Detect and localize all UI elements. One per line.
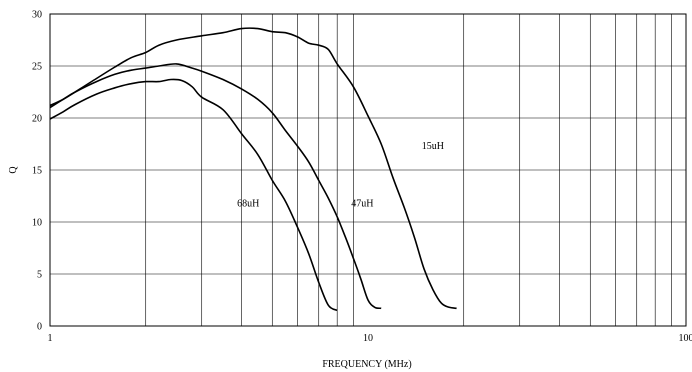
y-tick-label: 15: [32, 166, 42, 177]
series-label: 68uH: [237, 198, 259, 209]
y-tick-label: 0: [37, 322, 42, 333]
x-tick-label: 1: [48, 333, 53, 344]
plot-frame: [49, 13, 687, 327]
series-label: 47uH: [351, 198, 373, 209]
tick-labels: 0 5 10 15 20 25 30 1 10 100: [32, 10, 692, 345]
grid: [50, 14, 686, 326]
y-tick-label: 20: [32, 114, 42, 125]
series-line-47uH: [49, 63, 382, 310]
y-tick-label: 5: [37, 270, 42, 281]
series-lines: [49, 27, 457, 312]
y-tick-label: 10: [32, 218, 42, 229]
x-tick-label: 100: [679, 333, 692, 344]
series-line-15uH: [49, 27, 457, 310]
y-axis-title: Q: [8, 166, 19, 174]
x-axis-title: FREQUENCY (MHz): [322, 359, 411, 370]
series-annotations: 15uH 47uH 68uH: [237, 141, 444, 209]
series-line-68uH: [49, 78, 338, 312]
series-label: 15uH: [422, 141, 444, 152]
y-tick-label: 25: [32, 62, 42, 73]
x-tick-label: 10: [363, 333, 373, 344]
y-tick-label: 30: [32, 10, 42, 21]
